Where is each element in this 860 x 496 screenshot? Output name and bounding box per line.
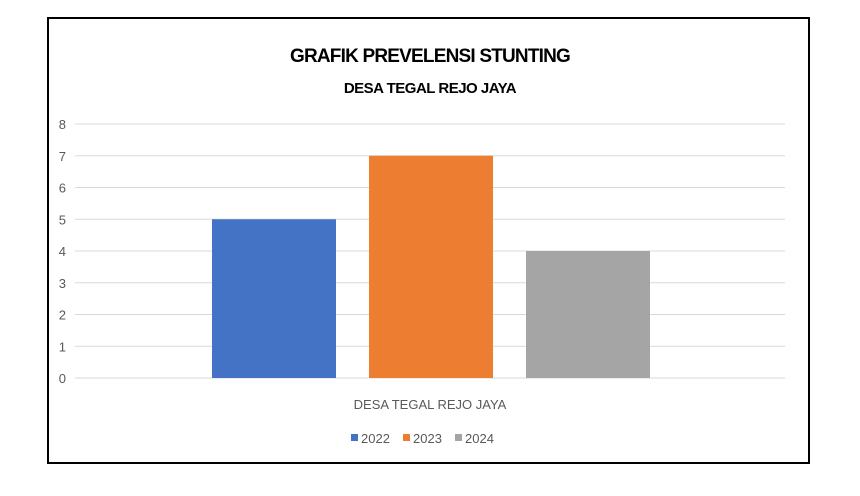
legend-label-2022: 2022 [361,431,390,446]
legend-label-2023: 2023 [413,431,442,446]
bar-2023 [369,155,493,378]
y-tick-label: 4 [59,244,66,259]
y-tick-label: 7 [59,149,66,164]
category-label: DESA TEGAL REJO JAYA [354,397,507,412]
legend-swatch-2024 [455,434,462,441]
y-tick-label: 6 [59,181,66,196]
legend-swatch-2023 [403,434,410,441]
y-tick-label: 5 [59,212,66,227]
chart-subtitle: DESA TEGAL REJO JAYA [344,80,517,97]
chart-title: GRAFIK PREVELENSI STUNTING [290,46,570,67]
y-tick-label: 0 [59,371,66,386]
y-tick-label: 8 [59,117,66,132]
bar-2022 [212,219,336,378]
y-tick-label: 3 [59,276,66,291]
legend-swatch-2022 [351,434,358,441]
bar-2024 [526,251,650,378]
y-tick-label: 1 [59,339,66,354]
legend-label-2024: 2024 [465,431,494,446]
y-tick-label: 2 [59,308,66,323]
